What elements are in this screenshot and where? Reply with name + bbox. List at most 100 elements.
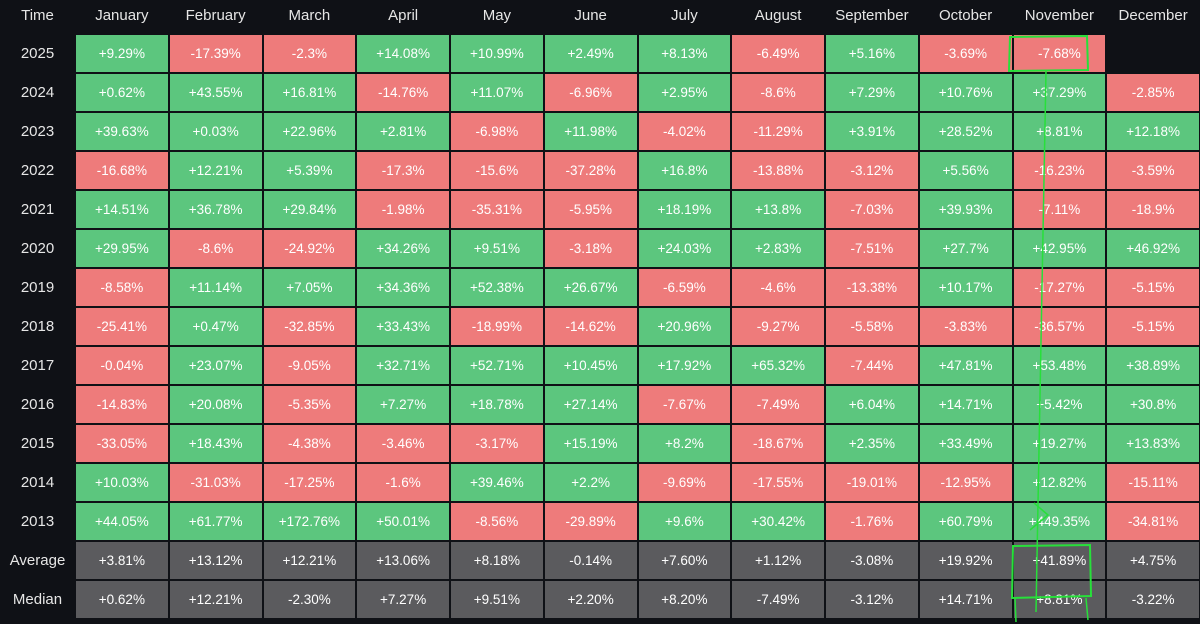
return-cell: -16.23%: [1013, 152, 1106, 189]
return-cell: +10.76%: [919, 74, 1012, 111]
return-cell: -19.01%: [826, 464, 918, 501]
return-cell: +8.13%: [638, 35, 731, 72]
return-cell: +6.04%: [826, 386, 918, 423]
return-cell: -3.18%: [544, 230, 637, 267]
row-label: 2024: [20, 84, 55, 101]
return-cell: -34.81%: [1107, 503, 1199, 540]
return-cell: -7.03%: [826, 191, 918, 228]
column-header: September: [835, 6, 909, 24]
return-cell: +2.83%: [732, 230, 824, 267]
column-header: February: [185, 6, 246, 24]
return-cell: +52.38%: [451, 269, 543, 306]
return-cell: +15.19%: [544, 425, 637, 462]
return-cell: -7.44%: [826, 347, 918, 384]
return-cell: +20.96%: [638, 308, 731, 345]
return-cell: -5.58%: [826, 308, 918, 345]
return-cell: -5.35%: [263, 386, 356, 423]
return-cell: +33.43%: [357, 308, 449, 345]
return-cell: +2.49%: [544, 35, 637, 72]
return-cell: +5.56%: [919, 152, 1012, 189]
return-cell: -37.28%: [544, 152, 637, 189]
return-cell: -9.05%: [263, 347, 356, 384]
return-cell: +50.01%: [357, 503, 449, 540]
return-cell: -33.05%: [76, 425, 168, 462]
row-label: 2017: [20, 357, 55, 374]
return-cell: +12.21%: [169, 152, 262, 189]
return-cell: -9.69%: [638, 464, 731, 501]
row-label: 2014: [20, 474, 55, 491]
return-cell: +10.03%: [76, 464, 168, 501]
return-cell: -31.03%: [169, 464, 262, 501]
summary-cell: -3.08%: [826, 542, 918, 579]
return-cell: +3.91%: [826, 113, 918, 150]
row-label: 2018: [20, 318, 55, 335]
return-cell: +27.14%: [544, 386, 637, 423]
return-cell: -8.6%: [169, 230, 262, 267]
return-cell: -3.46%: [357, 425, 449, 462]
column-header: March: [288, 6, 331, 24]
return-cell: -4.6%: [732, 269, 824, 306]
column-header: January: [95, 6, 149, 24]
return-cell: -3.17%: [451, 425, 543, 462]
return-cell: -16.68%: [76, 152, 168, 189]
return-cell: -5.95%: [544, 191, 637, 228]
row-label: 2019: [20, 279, 55, 296]
return-cell: +17.92%: [638, 347, 731, 384]
return-cell: -24.92%: [263, 230, 356, 267]
return-cell: +34.36%: [357, 269, 449, 306]
return-cell: +18.78%: [451, 386, 543, 423]
return-cell: +2.35%: [826, 425, 918, 462]
return-cell: +30.42%: [732, 503, 824, 540]
return-cell: -7.11%: [1013, 191, 1106, 228]
summary-cell: +19.92%: [919, 542, 1012, 579]
return-cell: -4.38%: [263, 425, 356, 462]
return-cell: -6.59%: [638, 269, 731, 306]
return-cell: -6.49%: [732, 35, 824, 72]
summary-cell: +7.27%: [357, 581, 449, 618]
return-cell: -7.68%: [1013, 35, 1106, 72]
return-cell: +39.46%: [451, 464, 543, 501]
return-cell: -1.98%: [357, 191, 449, 228]
return-cell: -9.27%: [732, 308, 824, 345]
summary-cell: +9.51%: [451, 581, 543, 618]
return-cell: +16.81%: [263, 74, 356, 111]
return-cell: +61.77%: [169, 503, 262, 540]
return-cell: +37.29%: [1013, 74, 1106, 111]
return-cell: -15.6%: [451, 152, 543, 189]
column-header: November: [1024, 6, 1094, 24]
return-cell: +0.47%: [169, 308, 262, 345]
return-cell: -18.99%: [451, 308, 543, 345]
return-cell: +12.18%: [1107, 113, 1199, 150]
row-label: 2013: [20, 513, 55, 530]
return-cell: -1.6%: [357, 464, 449, 501]
return-cell: +11.98%: [544, 113, 637, 150]
summary-cell: +8.20%: [638, 581, 731, 618]
return-cell: +65.32%: [732, 347, 824, 384]
return-cell: +20.08%: [169, 386, 262, 423]
summary-cell: +4.75%: [1107, 542, 1199, 579]
return-cell: +0.03%: [169, 113, 262, 150]
return-cell: -32.85%: [263, 308, 356, 345]
return-cell: +42.95%: [1013, 230, 1106, 267]
return-cell: -7.49%: [732, 386, 824, 423]
return-cell: +5.16%: [826, 35, 918, 72]
return-cell: +2.81%: [357, 113, 449, 150]
column-header: December: [1118, 6, 1188, 24]
row-label: 2022: [20, 162, 55, 179]
return-cell: +13.8%: [732, 191, 824, 228]
row-label: 2023: [20, 123, 55, 140]
return-cell: +2.95%: [638, 74, 731, 111]
return-cell: +10.17%: [919, 269, 1012, 306]
return-cell: +9.6%: [638, 503, 731, 540]
return-cell: +9.51%: [451, 230, 543, 267]
column-header: July: [671, 6, 698, 24]
return-cell: +14.71%: [919, 386, 1012, 423]
return-cell: -1.76%: [826, 503, 918, 540]
summary-cell: +12.21%: [169, 581, 262, 618]
return-cell: +8.2%: [638, 425, 731, 462]
return-cell: -6.98%: [451, 113, 543, 150]
return-cell: -17.39%: [169, 35, 262, 72]
row-label: Average: [9, 552, 66, 569]
